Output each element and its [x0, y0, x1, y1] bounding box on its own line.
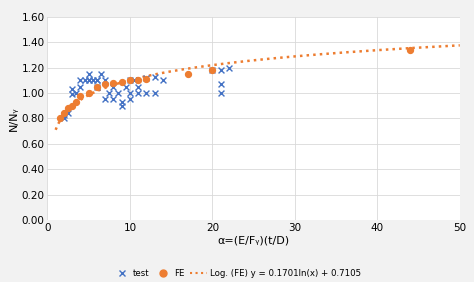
Point	[81, 78, 88, 83]
Point	[134, 91, 142, 95]
Point	[64, 111, 72, 116]
Point	[184, 72, 191, 76]
Legend: test, FE, Log. (FE) y = 0.1701ln(x) + 0.7105: test, FE, Log. (FE) y = 0.1701ln(x) + 0.…	[113, 269, 361, 278]
Y-axis label: N/Nᵧ: N/Nᵧ	[9, 106, 18, 131]
Point	[85, 78, 92, 83]
Point	[68, 92, 76, 96]
Point	[109, 97, 117, 102]
Point	[159, 78, 167, 83]
Point	[134, 78, 142, 83]
Point	[217, 68, 224, 72]
Point	[73, 100, 80, 104]
Point	[77, 85, 84, 89]
Point	[118, 80, 126, 84]
Point	[77, 93, 84, 98]
Point	[126, 78, 134, 83]
Point	[93, 85, 100, 89]
Point	[77, 78, 84, 83]
Point	[209, 68, 216, 72]
Point	[93, 78, 100, 83]
Point	[217, 82, 224, 87]
Point	[89, 78, 97, 83]
X-axis label: α=(E/Fᵧ)(t/D): α=(E/Fᵧ)(t/D)	[218, 235, 290, 246]
Point	[60, 116, 68, 121]
Point	[64, 106, 72, 111]
Point	[109, 85, 117, 89]
Point	[143, 77, 150, 81]
Point	[101, 97, 109, 102]
Point	[85, 91, 92, 95]
Point	[225, 65, 233, 70]
Point	[114, 91, 121, 95]
Point	[56, 116, 64, 121]
Point	[60, 113, 68, 117]
Point	[105, 91, 113, 95]
Point	[109, 81, 117, 85]
Point	[126, 78, 134, 83]
Point	[101, 78, 109, 83]
Point	[143, 91, 150, 95]
Point	[68, 87, 76, 92]
Point	[97, 72, 105, 76]
Point	[60, 111, 68, 116]
Point	[151, 74, 158, 79]
Point	[118, 103, 126, 108]
Point	[151, 91, 158, 95]
Point	[93, 85, 100, 89]
Point	[85, 78, 92, 83]
Point	[126, 91, 134, 95]
Point	[209, 68, 216, 72]
Point	[85, 72, 92, 76]
Point	[217, 91, 224, 95]
Point	[126, 97, 134, 102]
Point	[118, 100, 126, 104]
Point	[130, 78, 138, 83]
Point	[101, 82, 109, 87]
Point	[122, 85, 129, 89]
Point	[73, 91, 80, 95]
Point	[143, 76, 150, 80]
Point	[134, 85, 142, 89]
Point	[68, 103, 76, 108]
Point	[407, 48, 414, 52]
Point	[93, 78, 100, 83]
